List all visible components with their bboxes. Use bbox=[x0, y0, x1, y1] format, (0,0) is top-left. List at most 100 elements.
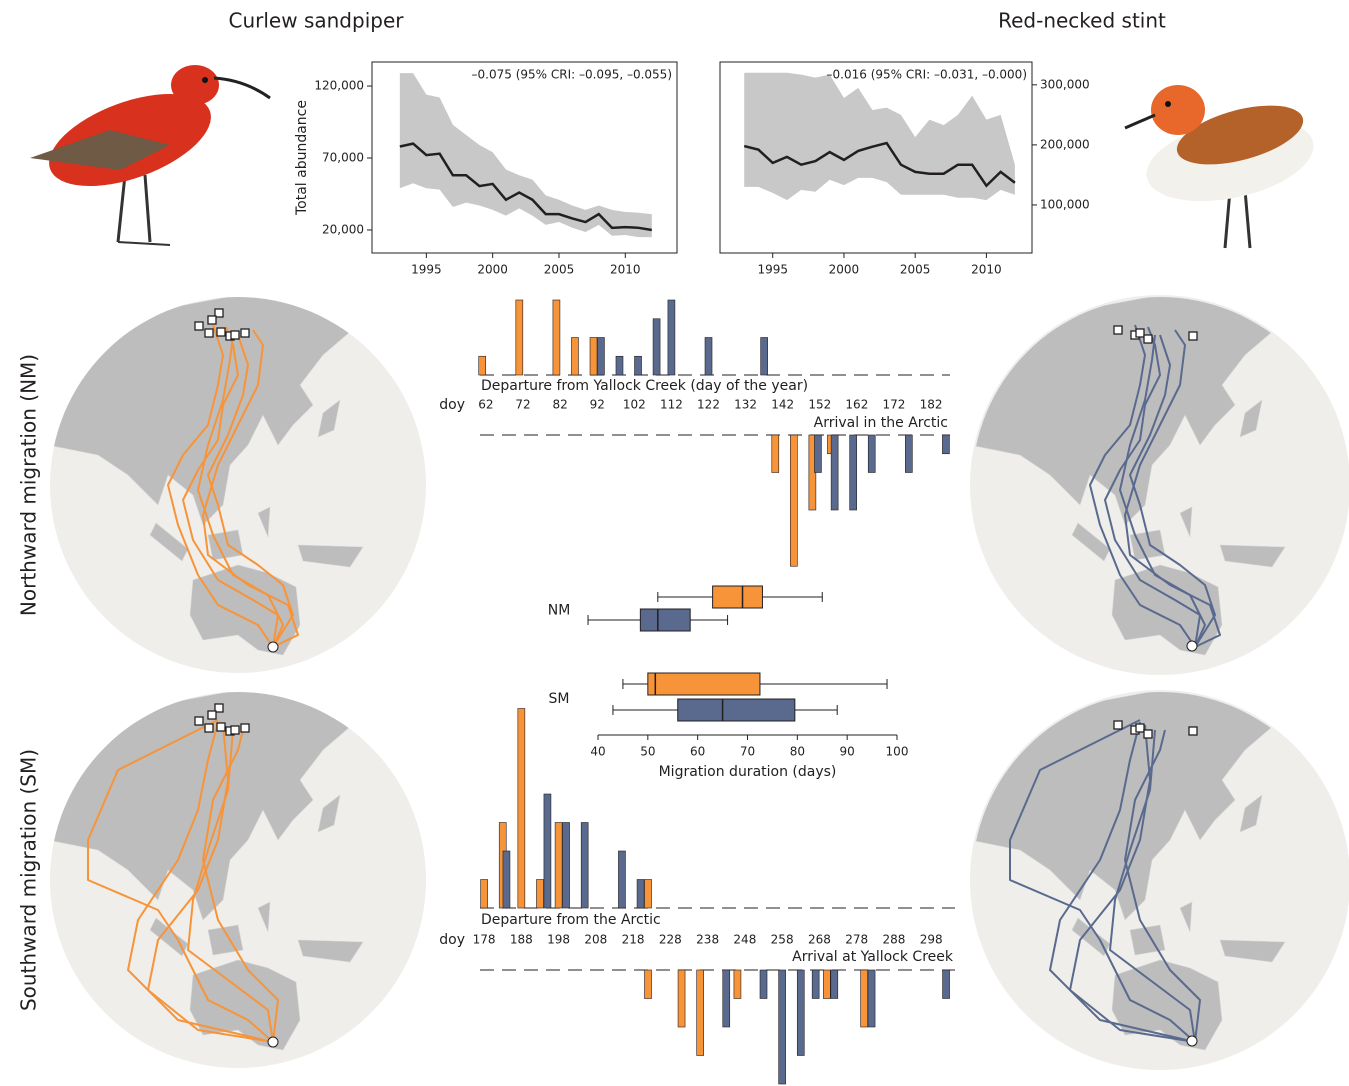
count-bar bbox=[867, 434, 876, 473]
credible-band bbox=[744, 72, 1015, 201]
departure-label: Departure from the Arctic bbox=[481, 912, 661, 928]
count-bar bbox=[778, 969, 786, 1085]
x-tick-label: 172 bbox=[883, 398, 906, 412]
count-bar bbox=[814, 434, 822, 473]
count-bar bbox=[823, 969, 831, 999]
x-tick-label: 188 bbox=[510, 933, 533, 947]
count-bar bbox=[760, 337, 768, 376]
x-tick-label: 198 bbox=[547, 933, 570, 947]
count-bar bbox=[704, 337, 713, 376]
count-bar bbox=[830, 969, 839, 999]
x-tick-label: 228 bbox=[659, 933, 682, 947]
x-tick-label: 2005 bbox=[544, 263, 575, 277]
x-tick-label: 50 bbox=[640, 745, 655, 759]
arrival-label: Arrival in the Arctic bbox=[814, 415, 948, 431]
count-bar bbox=[562, 822, 570, 909]
count-bar bbox=[554, 822, 563, 909]
count-bar bbox=[580, 822, 589, 909]
category-label: NM bbox=[548, 603, 571, 619]
x-tick-label: 288 bbox=[882, 933, 905, 947]
count-bar bbox=[905, 434, 913, 473]
doy-label: doy bbox=[439, 397, 465, 413]
count-bar bbox=[652, 318, 661, 376]
doy-label: doy bbox=[439, 932, 465, 948]
plot-frame bbox=[371, 61, 678, 254]
count-bar bbox=[618, 850, 626, 909]
x-tick-label: 208 bbox=[584, 933, 607, 947]
x-tick-label: 2000 bbox=[829, 263, 860, 277]
count-bar bbox=[696, 969, 704, 1056]
x-tick-label: 62 bbox=[478, 398, 493, 412]
row-title: Northward migration (NM) bbox=[17, 354, 41, 616]
y-tick-label: 120,000 bbox=[314, 79, 364, 93]
x-tick-label: 70 bbox=[740, 745, 755, 759]
count-bar bbox=[515, 299, 524, 376]
box bbox=[639, 608, 691, 632]
count-bar bbox=[849, 434, 857, 511]
count-bar bbox=[543, 793, 552, 909]
count-bar bbox=[860, 969, 868, 1028]
x-tick-label: 268 bbox=[808, 933, 831, 947]
count-bar bbox=[636, 879, 645, 909]
trend-line bbox=[399, 142, 653, 232]
count-bar bbox=[771, 434, 780, 473]
x-tick-label: 258 bbox=[771, 933, 794, 947]
count-bar bbox=[830, 434, 839, 511]
x-tick-label: 2010 bbox=[610, 263, 641, 277]
count-bar bbox=[597, 337, 605, 376]
x-tick-label: 102 bbox=[623, 398, 646, 412]
count-bar bbox=[571, 337, 579, 376]
credible-band bbox=[399, 73, 652, 238]
count-bar bbox=[552, 299, 561, 376]
count-bar bbox=[502, 850, 511, 909]
x-tick-label: 40 bbox=[590, 745, 605, 759]
x-tick-label: 278 bbox=[845, 933, 868, 947]
x-tick-label: 178 bbox=[473, 933, 496, 947]
y-tick-label: 100,000 bbox=[1040, 197, 1090, 211]
stint-illustration bbox=[1124, 85, 1314, 249]
x-tick-label: 162 bbox=[845, 398, 868, 412]
x-tick-label: 90 bbox=[840, 745, 855, 759]
count-bar bbox=[589, 337, 598, 376]
count-bar bbox=[722, 969, 731, 1028]
x-tick-label: 238 bbox=[696, 933, 719, 947]
x-tick-label: 248 bbox=[733, 933, 756, 947]
column-title: Red-necked stint bbox=[998, 9, 1166, 33]
count-bar bbox=[790, 434, 798, 567]
x-tick-label: 1995 bbox=[757, 263, 788, 277]
box bbox=[647, 672, 761, 696]
row-title: Southward migration (SM) bbox=[17, 749, 41, 1011]
globe bbox=[50, 692, 426, 1068]
count-bar bbox=[644, 969, 652, 999]
x-tick-label: 100 bbox=[886, 745, 909, 759]
y-axis-title: Total abundance bbox=[294, 100, 310, 216]
arrival-label: Arrival at Yallock Creek bbox=[792, 949, 954, 965]
category-label: SM bbox=[549, 691, 570, 707]
x-tick-label: 1995 bbox=[411, 263, 442, 277]
x-tick-label: 112 bbox=[660, 398, 683, 412]
box bbox=[712, 585, 763, 609]
x-tick-label: 80 bbox=[790, 745, 805, 759]
count-bar bbox=[942, 969, 950, 999]
count-bar bbox=[536, 879, 544, 909]
count-bar bbox=[811, 969, 820, 999]
y-tick-label: 70,000 bbox=[322, 151, 364, 165]
count-bar bbox=[634, 355, 642, 376]
x-tick-label: 82 bbox=[552, 398, 567, 412]
x-tick-label: 182 bbox=[920, 398, 943, 412]
x-tick-label: 92 bbox=[590, 398, 605, 412]
y-tick-label: 20,000 bbox=[322, 222, 364, 236]
trend-annotation: –0.016 (95% CRI: –0.031, –0.000) bbox=[827, 68, 1027, 82]
departure-label: Departure from Yallock Creek (day of the… bbox=[481, 378, 808, 394]
x-tick-label: 132 bbox=[734, 398, 757, 412]
x-tick-label: 142 bbox=[771, 398, 794, 412]
globe bbox=[970, 690, 1349, 1070]
count-bar bbox=[644, 879, 652, 909]
x-axis-title: Migration duration (days) bbox=[659, 764, 837, 780]
y-tick-label: 300,000 bbox=[1040, 77, 1090, 91]
x-tick-label: 60 bbox=[690, 745, 705, 759]
trend-line bbox=[743, 141, 1016, 188]
x-tick-label: 298 bbox=[920, 933, 943, 947]
count-bar bbox=[667, 299, 676, 376]
